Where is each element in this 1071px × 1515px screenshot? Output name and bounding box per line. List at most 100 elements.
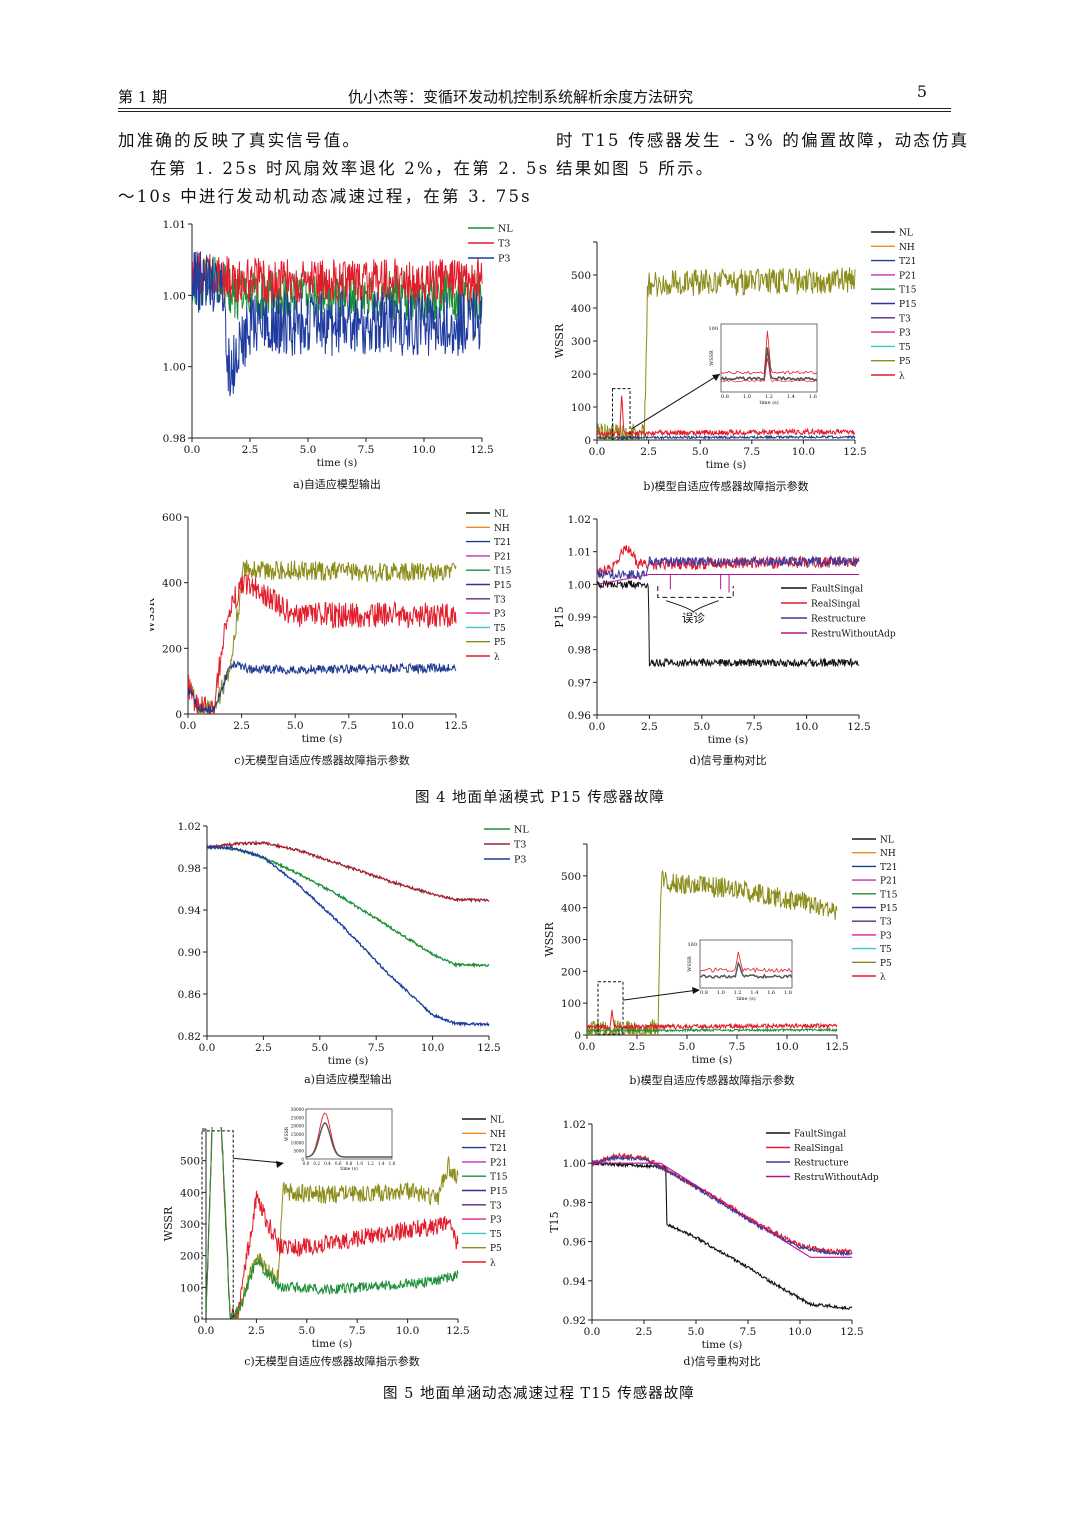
legend-label: NL (880, 836, 894, 846)
y-tick-label: 400 (162, 578, 182, 590)
y-tick-label: 1.01 (568, 547, 591, 559)
y-tick-label: 300 (571, 336, 591, 348)
inset-series-line (720, 330, 818, 375)
x-tick-label: 5.0 (298, 1325, 315, 1337)
y-tick-label: 1.02 (563, 1119, 586, 1131)
y-tick-label: 0 (175, 709, 182, 721)
series-line-λ (587, 1009, 838, 1031)
legend-label: P15 (490, 1187, 508, 1197)
x-axis-label: time (s) (702, 1339, 743, 1351)
y-tick-label: 500 (561, 871, 581, 883)
legend-label: P5 (490, 1244, 502, 1254)
figure-4d-chart: 0.96 0.97 0.98 0.99 1.00 1.01 1.02 0.0 2.5 5.0 7.5… (553, 514, 896, 767)
y-tick-label: 0.96 (563, 1237, 587, 1249)
figure-5c-chart: 0 100 200 300 400 500 0.0 2.5 5.0 7.5 10.0 12.5 time… (162, 1107, 508, 1368)
x-tick-label: 7.5 (340, 720, 357, 732)
inset-series-line (699, 951, 793, 974)
legend-label: T3 (498, 239, 510, 250)
inset-y-axis-label: WSSR (284, 1126, 290, 1141)
misdiagnosis-label: 误诊 (682, 611, 705, 625)
plot-area (188, 559, 457, 714)
inset-y-tick-label: 25000 (291, 1115, 305, 1120)
inset-x-tick-label: 0.4 (324, 1161, 331, 1166)
legend-label: NL (498, 224, 513, 235)
figure-5b-chart: 0 100 200 300 400 500 0.0 2.5 5.0 7.5 10.0 12.5 time… (543, 836, 898, 1088)
legend-label: P3 (494, 610, 506, 620)
subfigure-caption: b)模型自适应传感器故障指示参数 (629, 1073, 794, 1087)
x-tick-label: 12.5 (477, 1042, 500, 1054)
legend-label: T3 (899, 314, 911, 324)
inset-y-tick-label: 5000 (293, 1149, 304, 1154)
body-text-line: ～10s 中进行发动机动态减速过程，在第 3. 75s (118, 187, 532, 206)
inset-x-tick-label: 1.4 (787, 394, 795, 400)
inset-y-tick-label: 10000 (291, 1140, 305, 1145)
y-tick-label: 200 (561, 966, 581, 978)
y-tick-label: 0.96 (568, 710, 592, 722)
legend-label: T21 (880, 863, 897, 873)
x-axis-label: time (s) (328, 1055, 369, 1067)
y-tick-label: 0 (584, 435, 591, 447)
inset-y-tick-label: 100 (687, 942, 697, 948)
inset-x-tick-label: 1.2 (765, 394, 773, 400)
inset-series-line (305, 1122, 392, 1158)
y-tick-label: 100 (180, 1282, 200, 1294)
legend-label: T15 (494, 567, 512, 577)
subfigure-caption: d)信号重构对比 (689, 753, 766, 767)
y-axis-label: T15 (548, 1211, 561, 1232)
x-tick-label: 10.0 (795, 721, 818, 733)
inset-x-tick-label: 0.8 (700, 990, 708, 996)
x-tick-label: 12.5 (843, 446, 866, 458)
series-line-t3 (192, 252, 483, 305)
legend-label: Restructure (811, 615, 866, 625)
body-text-line: 结果如图 5 所示。 (556, 159, 715, 178)
x-tick-label: 7.5 (740, 1326, 757, 1338)
zoom-arrow (631, 373, 721, 430)
x-tick-label: 0.0 (589, 446, 606, 458)
x-tick-label: 2.5 (233, 720, 250, 732)
figure-4-caption: 图 4 地面单涵模式 P15 传感器故障 (415, 790, 665, 806)
legend-label: T15 (880, 890, 898, 900)
header-rule (118, 108, 951, 109)
legend-label: λ (490, 1259, 496, 1269)
legend-label: P3 (880, 931, 892, 941)
figure-4a-chart: 0.98 1.00 1.00 1.01 0.0 2.5 5.0 7.5 10.0 12.5 time… (163, 219, 514, 491)
legend-label: T21 (490, 1144, 507, 1154)
y-tick-label: 0.98 (163, 433, 186, 445)
inset-series-line (720, 358, 818, 383)
series-line-t21 (597, 434, 856, 440)
x-tick-label: 7.5 (368, 1042, 385, 1054)
figure-4c-chart: 0 200 400 600 0.0 2.5 5.0 7.5 10.0 12.5 time (s) WS… (150, 510, 512, 768)
body-text-line: 时 T15 传感器发生 - 3% 的偏置故障，动态仿真 (556, 131, 970, 150)
legend-label: T5 (494, 624, 506, 634)
x-tick-label: 7.5 (349, 1325, 366, 1337)
legend-label: NH (880, 849, 896, 859)
legend-label: T5 (490, 1230, 502, 1240)
zoom-arrowhead (276, 1161, 284, 1168)
inset-y-tick-label: 30000 (291, 1107, 305, 1112)
running-header: 第 1 期 仇小杰等：变循环发动机控制系统解析余度方法研究 5 (118, 82, 951, 106)
x-tick-label: 10.0 (396, 1325, 419, 1337)
running-title: 仇小杰等：变循环发动机控制系统解析余度方法研究 (348, 88, 694, 106)
legend-label: λ (899, 372, 905, 382)
x-tick-label: 10.0 (775, 1041, 798, 1053)
legend-label: RealSingal (794, 1144, 843, 1154)
legend-label: P21 (490, 1158, 508, 1168)
x-tick-label: 7.5 (729, 1041, 746, 1053)
legend-label: NL (514, 825, 529, 836)
x-tick-label: 2.5 (636, 1326, 653, 1338)
y-tick-label: 0.97 (568, 677, 591, 689)
inset-x-tick-label: 1.0 (717, 990, 725, 996)
y-tick-label: 400 (180, 1187, 200, 1199)
x-tick-label: 7.5 (358, 444, 375, 456)
plot-area (192, 251, 483, 397)
x-tick-label: 5.0 (692, 446, 709, 458)
misdiagnosis-brace (666, 600, 719, 614)
x-tick-label: 0.0 (184, 444, 201, 456)
plot-area (592, 1152, 853, 1311)
page-number: 5 (916, 82, 927, 101)
y-tick-label: 0.86 (178, 989, 202, 1001)
legend-label: NL (494, 510, 508, 520)
plot-area (587, 869, 838, 1035)
inset-x-tick-label: 1.4 (378, 1161, 385, 1166)
x-tick-label: 0.0 (589, 721, 606, 733)
